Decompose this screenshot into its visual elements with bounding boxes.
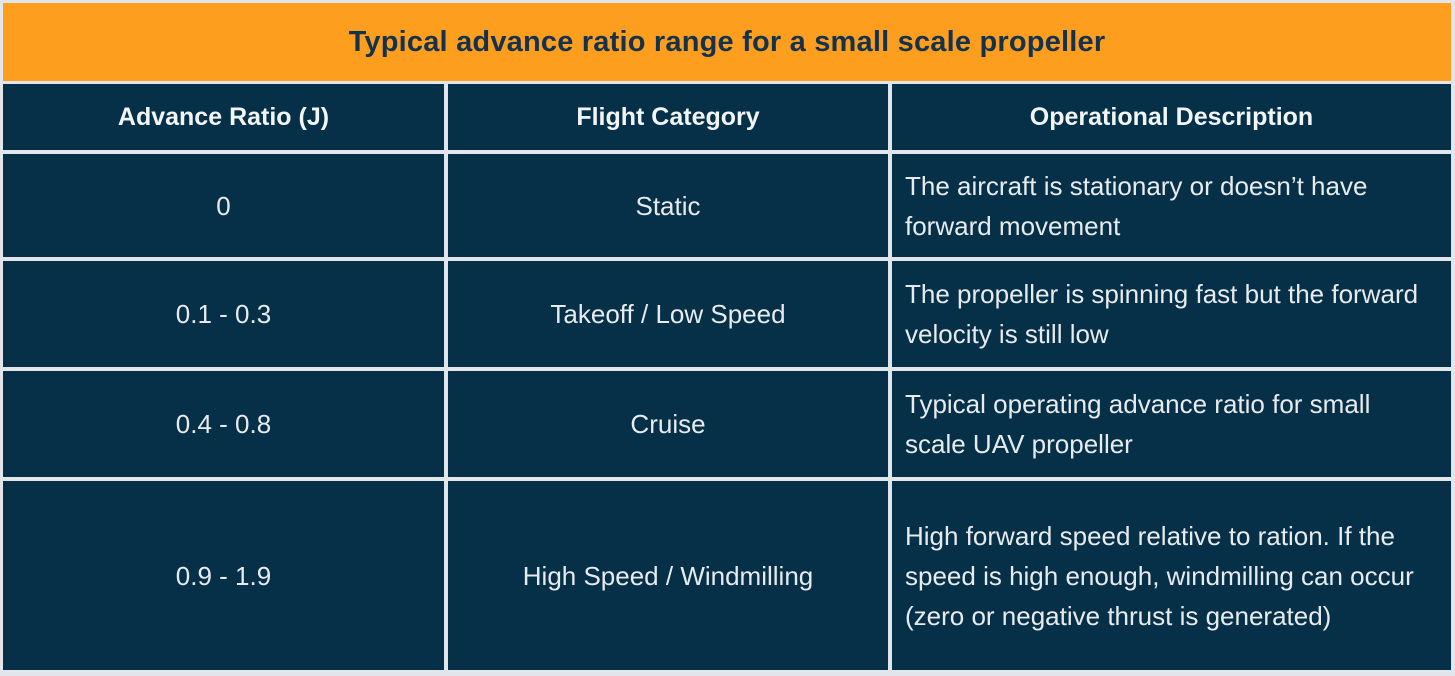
column-header-advance-ratio: Advance Ratio (J)	[3, 84, 444, 150]
row3-flight-category-cell: Cruise	[448, 371, 888, 477]
table-title: Typical advance ratio range for a small …	[348, 25, 1106, 58]
row1-description-cell: The aircraft is stationary or doesn’t ha…	[892, 154, 1451, 257]
row2-flight-category-cell: Takeoff / Low Speed	[448, 261, 888, 367]
row4-description-cell: High forward speed relative to ration. I…	[892, 481, 1451, 670]
row3-advance-ratio-cell: 0.4 - 0.8	[3, 371, 444, 477]
row2-description-cell: The propeller is spinning fast but the f…	[892, 261, 1451, 367]
row2-advance-ratio-cell: 0.1 - 0.3	[3, 261, 444, 367]
row1-advance-ratio-cell: 0	[3, 154, 444, 257]
row1-flight-category-cell: Static	[448, 154, 888, 257]
row3-description-cell: Typical operating advance ratio for smal…	[892, 371, 1451, 477]
advance-ratio-table: Advance Ratio (J) Flight Category Operat…	[3, 84, 1451, 670]
table-title-banner: Typical advance ratio range for a small …	[3, 3, 1451, 81]
row4-flight-category-cell: High Speed / Windmilling	[448, 481, 888, 670]
row4-advance-ratio-cell: 0.9 - 1.9	[3, 481, 444, 670]
column-header-flight-category: Flight Category	[448, 84, 888, 150]
column-header-operational-description: Operational Description	[892, 84, 1451, 150]
